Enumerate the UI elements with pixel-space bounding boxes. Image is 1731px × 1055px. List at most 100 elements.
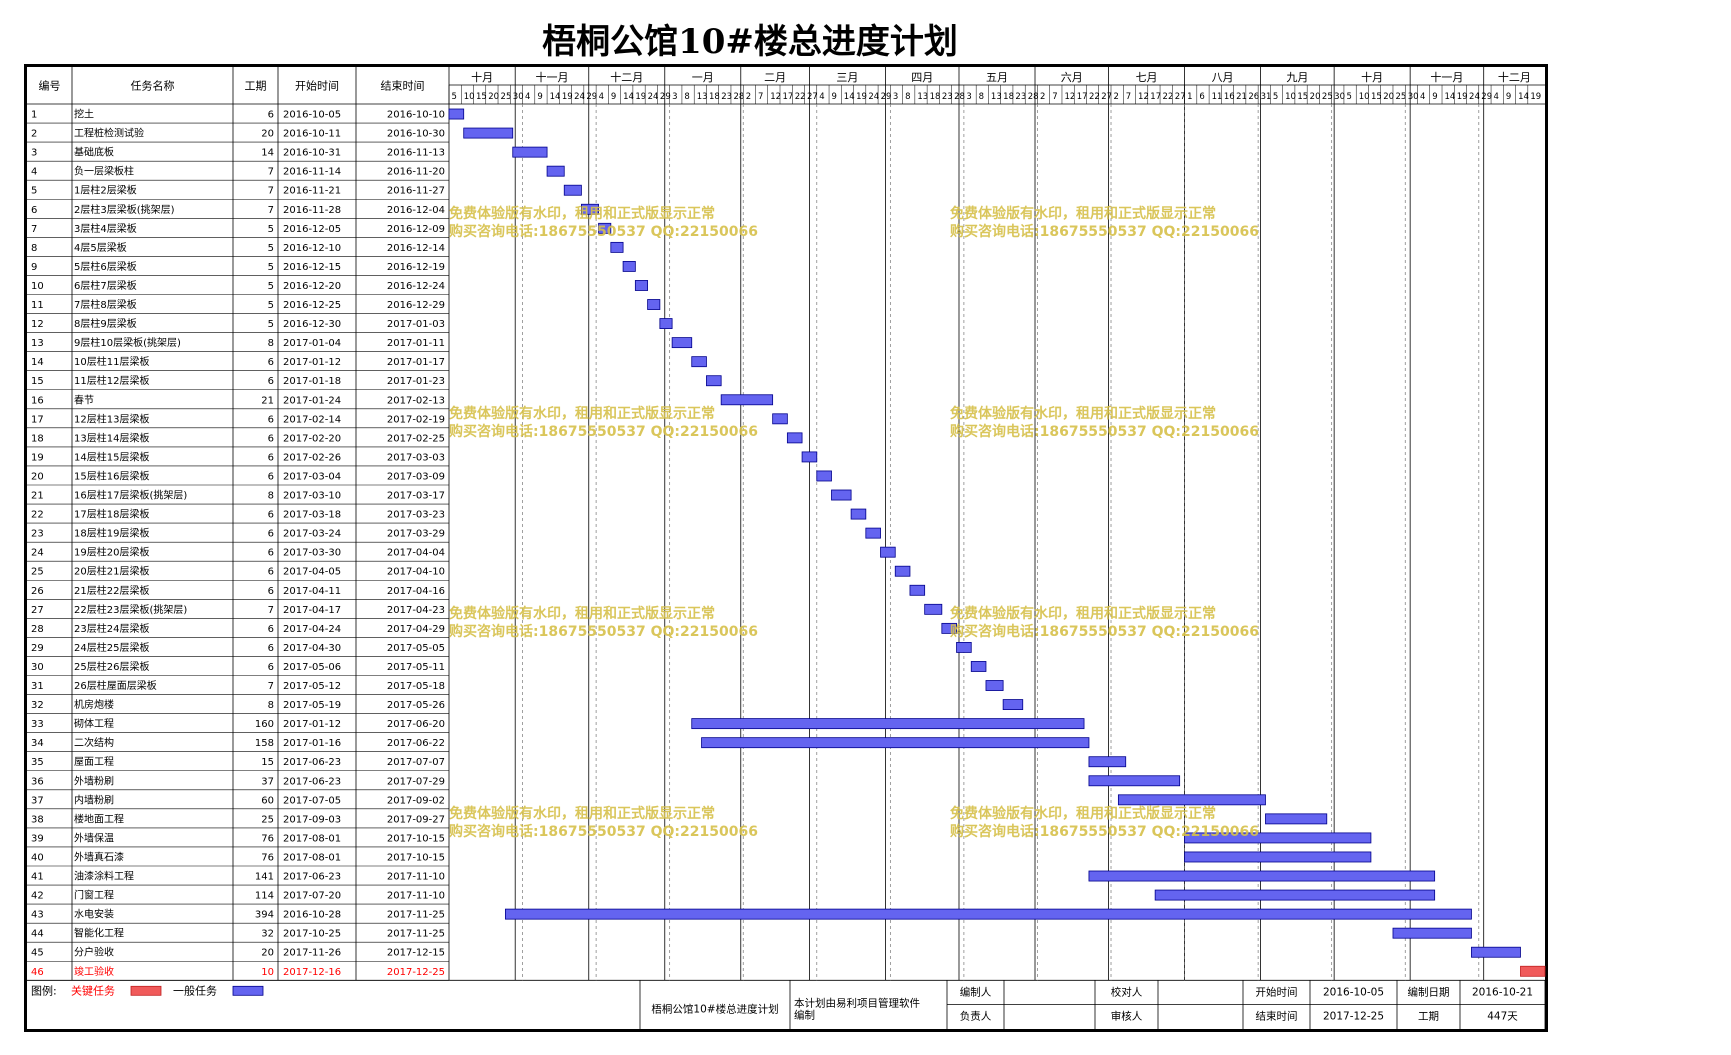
day-tick-label: 13	[917, 92, 928, 102]
day-tick-label: 14	[550, 92, 561, 102]
day-tick-label: 11	[1212, 92, 1223, 102]
day-tick-label: 28	[1028, 92, 1039, 102]
task-bar	[563, 184, 582, 196]
day-tick-label: 31	[1261, 92, 1272, 102]
task-end: 2017-12-15	[387, 948, 445, 959]
task-duration: 158	[255, 738, 274, 749]
task-start: 2017-08-01	[283, 852, 341, 863]
month-label: 十二月	[1498, 70, 1531, 84]
task-start: 2016-12-30	[283, 319, 341, 330]
task-end: 2017-05-05	[387, 643, 445, 654]
task-start: 2017-07-20	[283, 891, 341, 902]
day-tick-label: 3	[672, 92, 677, 102]
task-id: 24	[31, 548, 44, 559]
task-start: 2017-01-12	[283, 719, 341, 730]
task-bar	[598, 222, 612, 234]
day-tick-label: 29	[660, 92, 671, 102]
day-tick-label: 20	[1383, 92, 1394, 102]
legend-critical-swatch	[130, 985, 162, 996]
task-id: 13	[31, 338, 44, 349]
footer-checker-label: 校对人	[1111, 985, 1143, 998]
task-end: 2017-05-18	[387, 681, 445, 692]
task-bar	[1471, 946, 1521, 958]
day-tick-label: 17	[1150, 92, 1161, 102]
task-end: 2016-12-09	[387, 224, 445, 235]
header-name: 任务名称	[131, 79, 175, 93]
header-end: 结束时间	[381, 80, 425, 93]
task-id: 35	[31, 757, 44, 768]
task-name: 11层柱12层梁板	[74, 374, 149, 387]
task-start: 2016-11-21	[283, 186, 341, 197]
day-tick-label: 2	[1040, 92, 1045, 102]
task-duration: 7	[268, 605, 274, 616]
day-tick-label: 9	[832, 92, 837, 102]
month-label: 五月	[986, 71, 1008, 84]
task-start: 2016-10-05	[283, 110, 341, 121]
task-end: 2017-03-29	[387, 529, 445, 540]
task-duration: 6	[268, 548, 274, 559]
task-end: 2016-11-27	[387, 186, 445, 197]
day-tick-label: 28	[733, 92, 744, 102]
task-id: 12	[31, 319, 44, 330]
task-name: 内墙粉刷	[74, 793, 114, 806]
month-label: 六月	[1061, 71, 1083, 84]
footer-start-value: 2016-10-05	[1323, 986, 1384, 998]
day-tick-label: 22	[1089, 92, 1100, 102]
day-tick-label: 15	[1371, 92, 1382, 102]
day-tick-label: 14	[1445, 92, 1456, 102]
day-tick-label: 10	[464, 92, 475, 102]
task-end: 2017-11-10	[387, 891, 445, 902]
task-duration: 6	[268, 624, 274, 635]
task-end: 2017-11-25	[387, 910, 445, 921]
task-duration: 114	[255, 891, 274, 902]
task-start: 2016-11-14	[283, 167, 341, 178]
task-id: 7	[31, 224, 37, 235]
task-bar	[1088, 775, 1181, 787]
task-end: 2017-10-15	[387, 833, 445, 844]
task-end: 2017-04-16	[387, 586, 445, 597]
task-end: 2017-02-13	[387, 395, 445, 406]
task-duration: 6	[268, 414, 274, 425]
task-bar	[831, 489, 852, 501]
task-bar	[546, 165, 565, 177]
task-id: 21	[31, 491, 44, 502]
task-name: 26层柱屋面层梁板	[74, 679, 157, 692]
task-bar	[610, 241, 624, 253]
task-name: 4层5层梁板	[74, 241, 127, 254]
task-id: 27	[31, 605, 44, 616]
task-duration: 10	[261, 967, 274, 978]
task-name: 外墙真石漆	[74, 850, 124, 863]
task-id: 19	[31, 452, 44, 463]
footer-end-value: 2017-12-25	[1323, 1011, 1384, 1023]
day-tick-label: 25	[1322, 92, 1333, 102]
task-duration: 6	[268, 529, 274, 540]
task-bar	[850, 508, 867, 520]
day-tick-label: 30	[1408, 92, 1419, 102]
task-name: 25层柱26层梁板	[74, 660, 149, 673]
task-end: 2016-12-04	[387, 205, 445, 216]
task-id: 9	[31, 262, 37, 273]
day-tick-label: 23	[1015, 92, 1026, 102]
day-tick-label: 8	[684, 92, 689, 102]
day-tick-label: 29	[881, 92, 892, 102]
day-tick-label: 17	[1077, 92, 1088, 102]
day-tick-label: 10	[1285, 92, 1296, 102]
task-end: 2017-03-09	[387, 471, 445, 482]
task-name: 23层柱24层梁板	[74, 622, 149, 635]
day-tick-label: 25	[1395, 92, 1406, 102]
task-name: 21层柱22层梁板	[74, 584, 149, 597]
day-tick-label: 9	[537, 92, 542, 102]
legend-critical-text: 关键任务	[71, 983, 115, 997]
task-duration: 5	[268, 319, 274, 330]
task-duration: 20	[261, 948, 274, 959]
task-start: 2017-04-11	[283, 586, 341, 597]
task-start: 2017-01-16	[283, 738, 341, 749]
task-bar	[720, 394, 774, 406]
month-label: 十一月	[1430, 70, 1463, 84]
task-start: 2016-10-28	[283, 910, 341, 921]
day-tick-label: 19	[1457, 92, 1468, 102]
day-tick-label: 2	[746, 92, 751, 102]
task-name: 18层柱19层梁板	[74, 527, 149, 540]
task-duration: 6	[268, 586, 274, 597]
day-tick-label: 27	[807, 92, 818, 102]
